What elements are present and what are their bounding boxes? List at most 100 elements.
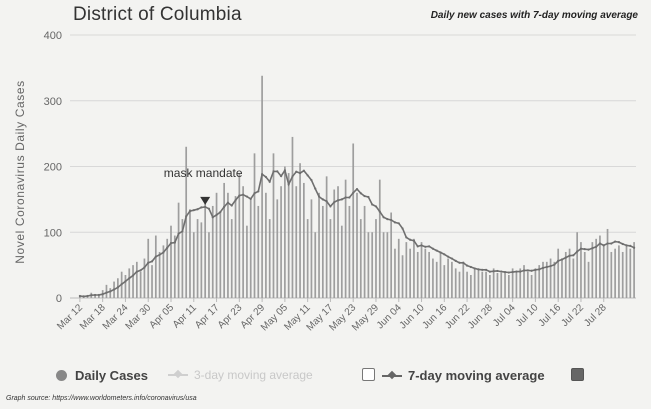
bar[interactable] bbox=[454, 268, 457, 298]
bar[interactable] bbox=[223, 182, 225, 298]
bar[interactable] bbox=[428, 251, 430, 298]
bar[interactable] bbox=[166, 238, 169, 298]
legend-7day-ma[interactable]: 7-day moving average bbox=[382, 368, 545, 383]
bar[interactable] bbox=[109, 288, 112, 298]
bar[interactable] bbox=[325, 176, 328, 298]
bar[interactable] bbox=[382, 232, 385, 298]
bar[interactable] bbox=[492, 268, 495, 298]
bar[interactable] bbox=[321, 205, 324, 298]
bar[interactable] bbox=[227, 192, 229, 298]
bar[interactable] bbox=[211, 205, 214, 298]
bar[interactable] bbox=[439, 251, 442, 298]
bar[interactable] bbox=[348, 205, 351, 298]
bar[interactable] bbox=[265, 192, 267, 298]
bar[interactable] bbox=[196, 219, 199, 298]
bar[interactable] bbox=[481, 271, 484, 298]
bar[interactable] bbox=[128, 268, 131, 298]
bar[interactable] bbox=[378, 179, 381, 298]
bar[interactable] bbox=[295, 186, 298, 298]
bar[interactable] bbox=[564, 251, 567, 298]
bar[interactable] bbox=[185, 146, 188, 298]
bar[interactable] bbox=[253, 153, 256, 298]
bar[interactable] bbox=[147, 238, 150, 298]
bar[interactable] bbox=[208, 232, 210, 298]
bar[interactable] bbox=[519, 268, 522, 298]
bar[interactable] bbox=[447, 258, 449, 298]
bar[interactable] bbox=[394, 248, 396, 298]
bar[interactable] bbox=[549, 258, 552, 298]
bar[interactable] bbox=[215, 192, 218, 298]
bar[interactable] bbox=[367, 232, 370, 298]
bar[interactable] bbox=[257, 205, 260, 298]
bar[interactable] bbox=[545, 261, 548, 298]
bar[interactable] bbox=[181, 219, 184, 298]
bar[interactable] bbox=[261, 75, 263, 298]
bar[interactable] bbox=[318, 192, 320, 298]
bar[interactable] bbox=[526, 271, 529, 298]
bar[interactable] bbox=[397, 238, 400, 298]
bar[interactable] bbox=[507, 274, 510, 298]
bar[interactable] bbox=[230, 219, 233, 298]
legend-faded-ma[interactable]: 3-day moving average bbox=[168, 368, 313, 382]
bar[interactable] bbox=[132, 265, 134, 298]
bar[interactable] bbox=[280, 186, 282, 298]
bar[interactable] bbox=[189, 209, 191, 298]
bar[interactable] bbox=[329, 219, 332, 298]
bar[interactable] bbox=[287, 173, 290, 298]
bar[interactable] bbox=[572, 258, 575, 298]
bar[interactable] bbox=[416, 251, 419, 298]
bar[interactable] bbox=[606, 228, 609, 298]
bar[interactable] bbox=[192, 232, 195, 298]
bar[interactable] bbox=[561, 258, 563, 298]
bar[interactable] bbox=[135, 261, 138, 298]
bar[interactable] bbox=[272, 153, 275, 298]
bar[interactable] bbox=[485, 271, 487, 298]
bar[interactable] bbox=[610, 251, 613, 298]
bar[interactable] bbox=[234, 196, 237, 298]
bar[interactable] bbox=[466, 271, 468, 298]
bar[interactable] bbox=[432, 258, 434, 298]
bar[interactable] bbox=[356, 192, 358, 298]
bar[interactable] bbox=[515, 271, 518, 298]
bar[interactable] bbox=[246, 225, 248, 298]
bar[interactable] bbox=[390, 212, 393, 298]
bar[interactable] bbox=[204, 199, 207, 298]
bar[interactable] bbox=[580, 242, 582, 298]
bar[interactable] bbox=[595, 238, 597, 298]
bar[interactable] bbox=[371, 232, 374, 298]
bar[interactable] bbox=[621, 251, 624, 298]
7day-ma-checkbox[interactable] bbox=[571, 368, 584, 381]
bar[interactable] bbox=[139, 271, 142, 298]
bar[interactable] bbox=[633, 242, 635, 298]
bar[interactable] bbox=[284, 166, 286, 299]
bar[interactable] bbox=[424, 248, 427, 298]
bar[interactable] bbox=[359, 219, 362, 298]
bar[interactable] bbox=[276, 199, 279, 298]
bar[interactable] bbox=[409, 248, 411, 298]
bar[interactable] bbox=[500, 273, 503, 298]
bar[interactable] bbox=[542, 261, 544, 298]
bar[interactable] bbox=[340, 225, 343, 298]
bar[interactable] bbox=[553, 261, 556, 298]
bar[interactable] bbox=[291, 136, 294, 298]
bar[interactable] bbox=[170, 225, 172, 298]
bar[interactable] bbox=[299, 163, 301, 298]
bar[interactable] bbox=[496, 273, 499, 298]
bar[interactable] bbox=[162, 245, 165, 298]
bar[interactable] bbox=[435, 261, 438, 298]
bar[interactable] bbox=[538, 265, 541, 298]
bar[interactable] bbox=[314, 232, 317, 298]
bar[interactable] bbox=[534, 268, 537, 298]
bar[interactable] bbox=[333, 189, 336, 298]
bar[interactable] bbox=[268, 219, 271, 298]
bar[interactable] bbox=[124, 274, 127, 298]
bar[interactable] bbox=[523, 265, 525, 298]
legend-faded-checkbox[interactable] bbox=[362, 368, 375, 381]
bar[interactable] bbox=[614, 248, 616, 298]
bar[interactable] bbox=[583, 251, 586, 298]
bar[interactable] bbox=[629, 248, 632, 298]
bar[interactable] bbox=[238, 173, 241, 298]
bar[interactable] bbox=[143, 258, 146, 298]
bar[interactable] bbox=[618, 245, 620, 298]
bar[interactable] bbox=[443, 265, 446, 298]
